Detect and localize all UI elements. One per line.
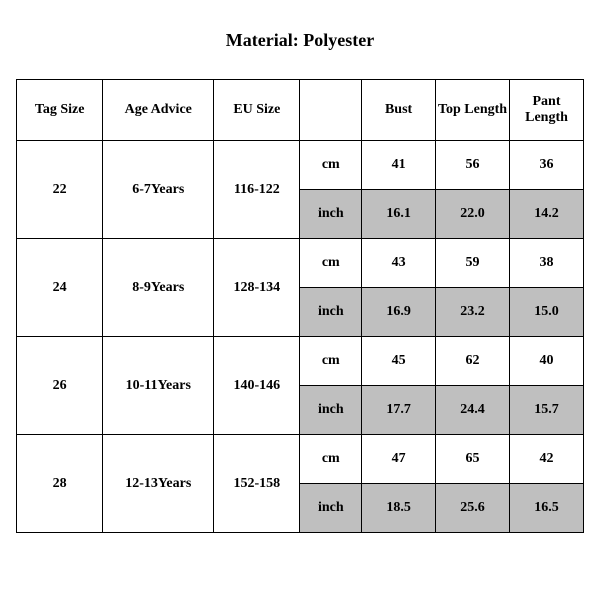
cell-top-inch: 25.6 — [436, 484, 510, 533]
table-row: 2610-11Years140-146cm456240 — [17, 337, 584, 386]
cell-age-advice: 12-13Years — [103, 435, 214, 533]
col-pant-length: Pant Length — [510, 80, 584, 141]
cell-top-inch: 22.0 — [436, 190, 510, 239]
cell-bust-cm: 41 — [362, 141, 436, 190]
cell-pant-inch: 14.2 — [510, 190, 584, 239]
cell-unit-inch: inch — [300, 288, 362, 337]
cell-unit-cm: cm — [300, 141, 362, 190]
page-title: Material: Polyester — [16, 30, 584, 51]
cell-age-advice: 10-11Years — [103, 337, 214, 435]
cell-top-inch: 23.2 — [436, 288, 510, 337]
cell-unit-cm: cm — [300, 435, 362, 484]
col-bust: Bust — [362, 80, 436, 141]
cell-top-cm: 62 — [436, 337, 510, 386]
cell-pant-inch: 16.5 — [510, 484, 584, 533]
cell-top-cm: 65 — [436, 435, 510, 484]
cell-eu-size: 128-134 — [214, 239, 300, 337]
table-row: 248-9Years128-134cm435938 — [17, 239, 584, 288]
cell-pant-inch: 15.7 — [510, 386, 584, 435]
col-tag-size: Tag Size — [17, 80, 103, 141]
cell-top-cm: 56 — [436, 141, 510, 190]
cell-eu-size: 116-122 — [214, 141, 300, 239]
col-top-length: Top Length — [436, 80, 510, 141]
cell-top-inch: 24.4 — [436, 386, 510, 435]
cell-eu-size: 152-158 — [214, 435, 300, 533]
cell-bust-cm: 45 — [362, 337, 436, 386]
cell-age-advice: 6-7Years — [103, 141, 214, 239]
cell-unit-inch: inch — [300, 190, 362, 239]
cell-bust-inch: 16.1 — [362, 190, 436, 239]
cell-pant-inch: 15.0 — [510, 288, 584, 337]
col-unit — [300, 80, 362, 141]
cell-tag-size: 22 — [17, 141, 103, 239]
cell-bust-inch: 17.7 — [362, 386, 436, 435]
size-table: Tag Size Age Advice EU Size Bust Top Len… — [16, 79, 584, 533]
cell-pant-cm: 36 — [510, 141, 584, 190]
cell-bust-inch: 18.5 — [362, 484, 436, 533]
cell-bust-cm: 43 — [362, 239, 436, 288]
cell-top-cm: 59 — [436, 239, 510, 288]
cell-unit-inch: inch — [300, 386, 362, 435]
cell-pant-cm: 42 — [510, 435, 584, 484]
col-eu-size: EU Size — [214, 80, 300, 141]
table-row: 226-7Years116-122cm415636 — [17, 141, 584, 190]
cell-unit-cm: cm — [300, 239, 362, 288]
cell-bust-cm: 47 — [362, 435, 436, 484]
cell-pant-cm: 40 — [510, 337, 584, 386]
cell-unit-cm: cm — [300, 337, 362, 386]
cell-unit-inch: inch — [300, 484, 362, 533]
col-age-advice: Age Advice — [103, 80, 214, 141]
cell-tag-size: 28 — [17, 435, 103, 533]
cell-age-advice: 8-9Years — [103, 239, 214, 337]
table-header-row: Tag Size Age Advice EU Size Bust Top Len… — [17, 80, 584, 141]
cell-tag-size: 24 — [17, 239, 103, 337]
cell-eu-size: 140-146 — [214, 337, 300, 435]
cell-bust-inch: 16.9 — [362, 288, 436, 337]
cell-pant-cm: 38 — [510, 239, 584, 288]
cell-tag-size: 26 — [17, 337, 103, 435]
table-row: 2812-13Years152-158cm476542 — [17, 435, 584, 484]
